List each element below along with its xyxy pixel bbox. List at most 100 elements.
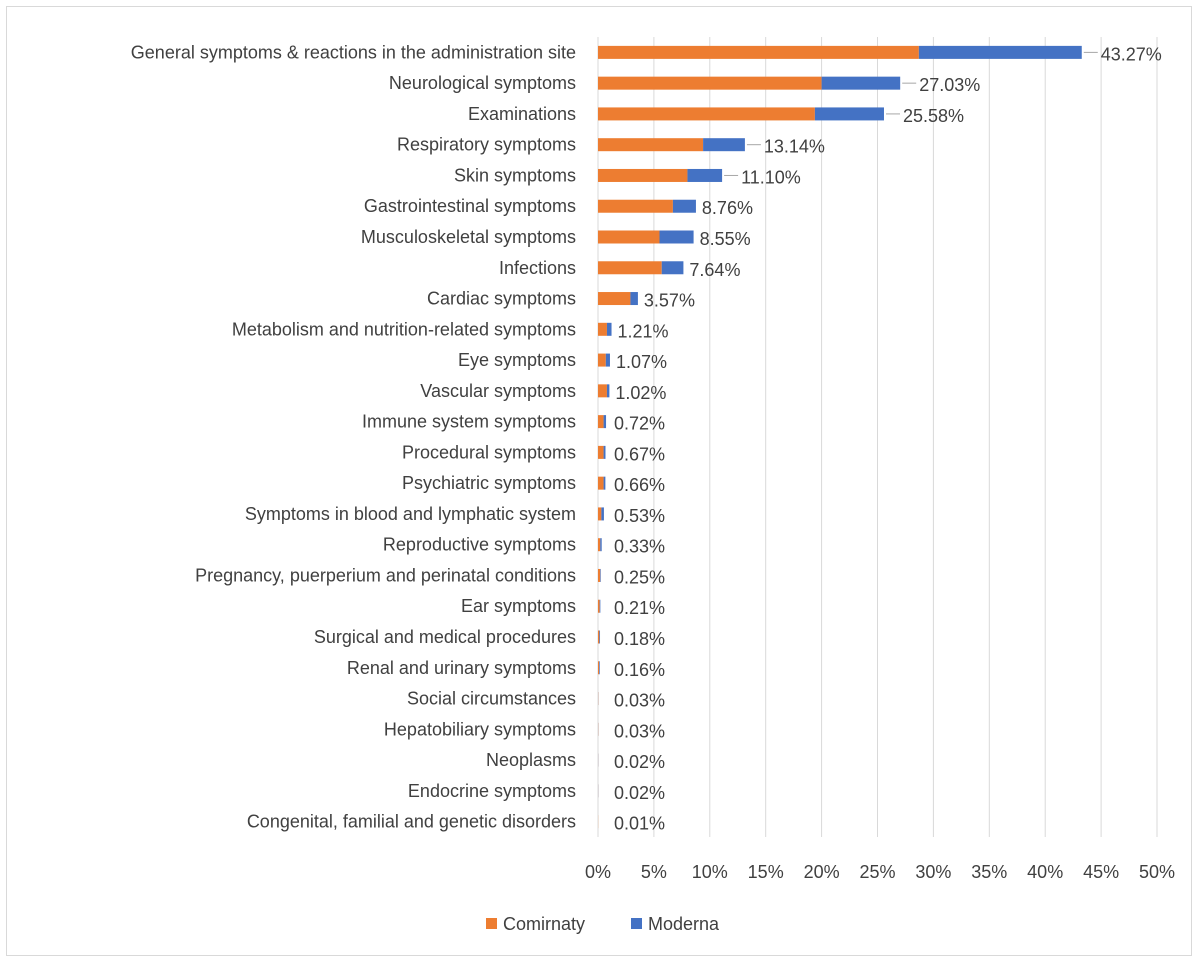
bar-segment-comirnaty [598, 322, 607, 336]
x-tick-label: 40% [1027, 862, 1063, 882]
category-label: Neoplasms [486, 750, 576, 770]
bar-segment-comirnaty [598, 353, 606, 367]
bar-segment-moderna [599, 599, 601, 613]
category-label: Surgical and medical procedures [314, 627, 576, 647]
data-label: 0.18% [614, 629, 665, 649]
bar-segment-comirnaty [598, 476, 604, 490]
category-label: Neurological symptoms [389, 73, 576, 93]
data-label: 3.57% [644, 291, 695, 311]
bar-segment-moderna [918, 45, 1082, 59]
bar-segment-moderna [814, 107, 884, 121]
data-label: 25.58% [903, 106, 964, 126]
data-label: 1.21% [618, 321, 669, 341]
gridlines [597, 37, 1158, 837]
data-label: 11.10% [741, 167, 801, 187]
category-label: Endocrine symptoms [408, 781, 576, 801]
bar-segment-comirnaty [598, 45, 919, 59]
data-label: 13.14% [764, 137, 825, 157]
bar-segment-moderna [703, 138, 745, 152]
bar-segment-moderna [661, 261, 684, 275]
data-label: 0.25% [614, 567, 665, 587]
category-label: Hepatobiliary symptoms [384, 719, 576, 739]
bar-segment-moderna [606, 384, 610, 398]
bar-segment-comirnaty [598, 138, 704, 152]
x-tick-label: 45% [1083, 862, 1119, 882]
bar-segment-comirnaty [598, 292, 631, 306]
data-label: 0.67% [614, 444, 665, 464]
bar-segment-moderna [600, 568, 601, 582]
bar-segment-comirnaty [598, 445, 604, 459]
category-label: Congenital, familial and genetic disorde… [247, 812, 576, 832]
data-label: 8.76% [702, 198, 753, 218]
x-tick-label: 0% [585, 862, 611, 882]
data-label: 0.03% [614, 721, 665, 741]
bar-segment-moderna [599, 661, 600, 675]
bar-segment-comirnaty [598, 107, 815, 121]
bar-segment-comirnaty [598, 415, 604, 429]
category-label: Cardiac symptoms [427, 289, 576, 309]
data-label: 0.02% [614, 752, 665, 772]
category-label: Skin symptoms [454, 165, 576, 185]
x-tick-label: 10% [692, 862, 728, 882]
bar-segment-comirnaty [598, 661, 600, 675]
data-label: 0.03% [614, 691, 665, 711]
category-label: Gastrointestinal symptoms [364, 196, 576, 216]
category-labels: General symptoms & reactions in the admi… [131, 42, 576, 831]
category-label: Vascular symptoms [420, 381, 576, 401]
data-label: 7.64% [689, 260, 740, 280]
data-label: 0.66% [614, 475, 665, 495]
legend-label-moderna: Moderna [648, 914, 720, 934]
category-label: Ear symptoms [461, 596, 576, 616]
bar-segment-comirnaty [598, 568, 601, 582]
bar-segment-comirnaty [598, 384, 607, 398]
data-label: 1.02% [615, 383, 666, 403]
category-label: Infections [499, 258, 576, 278]
bar-segment-comirnaty [598, 538, 601, 552]
category-label: Renal and urinary symptoms [347, 658, 576, 678]
bar-segment-moderna [630, 292, 638, 306]
bar-segment-moderna [659, 230, 694, 244]
category-label: Reproductive symptoms [383, 535, 576, 555]
x-tick-label: 50% [1139, 862, 1175, 882]
bar-segment-moderna [821, 76, 901, 90]
data-label: 0.01% [614, 814, 665, 834]
legend: Comirnaty Moderna [486, 914, 720, 934]
data-label: 8.55% [700, 229, 751, 249]
bar-segment-moderna [600, 538, 602, 552]
category-label: Social circumstances [407, 689, 576, 709]
bars [598, 45, 1082, 829]
x-tick-label: 30% [915, 862, 951, 882]
category-label: Pregnancy, puerperium and perinatal cond… [195, 565, 576, 585]
data-label: 0.33% [614, 537, 665, 557]
bar-segment-moderna [599, 630, 601, 644]
bar-segment-comirnaty [598, 630, 600, 644]
bar-segment-moderna [601, 507, 604, 521]
bar-segment-moderna [687, 168, 723, 182]
bar-segment-moderna [603, 445, 606, 459]
data-label: 27.03% [919, 75, 980, 95]
bar-segment-comirnaty [598, 599, 600, 613]
bar-segment-moderna [672, 199, 696, 213]
category-label: Metabolism and nutrition-related symptom… [232, 319, 576, 339]
category-label: Immune system symptoms [362, 412, 576, 432]
x-tick-label: 5% [641, 862, 667, 882]
bar-segment-comirnaty [598, 261, 662, 275]
category-label: Procedural symptoms [402, 442, 576, 462]
bar-segment-comirnaty [598, 507, 602, 521]
legend-swatch-moderna [631, 918, 642, 929]
data-label: 0.53% [614, 506, 665, 526]
category-label: Respiratory symptoms [397, 135, 576, 155]
data-label: 0.72% [614, 414, 665, 434]
x-axis-tick-labels: 0% 5% 10% 15% 20% 25% 30% 35% 40% 45% 50% [585, 862, 1175, 882]
legend-label-comirnaty: Comirnaty [503, 914, 585, 934]
bar-segment-comirnaty [598, 199, 673, 213]
bar-segment-moderna [605, 353, 610, 367]
category-label: Musculoskeletal symptoms [361, 227, 576, 247]
data-label: 0.16% [614, 660, 665, 680]
data-labels: 43.27% 27.03% 25.58% 13.14% 11.10% 8.76% 8.55%… [614, 44, 1162, 833]
x-tick-label: 35% [971, 862, 1007, 882]
bar-segment-moderna [603, 415, 607, 429]
bar-segment-moderna [606, 322, 612, 336]
category-label: Eye symptoms [458, 350, 576, 370]
